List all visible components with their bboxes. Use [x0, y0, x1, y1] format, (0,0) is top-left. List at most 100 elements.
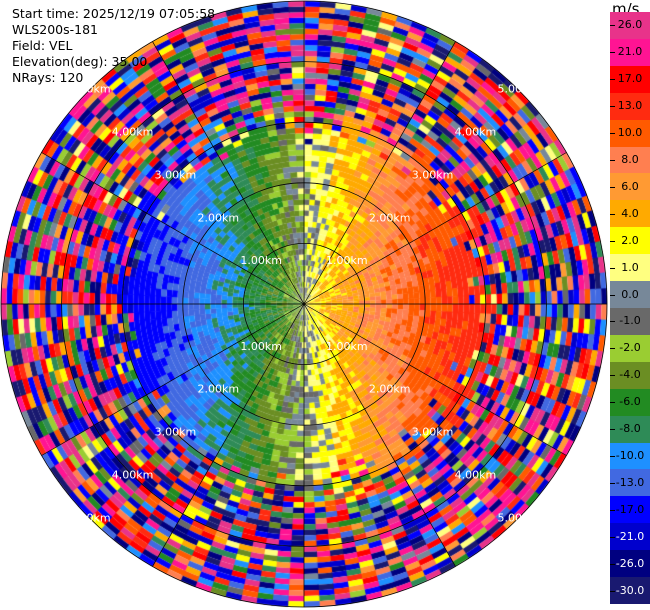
colorbar-swatch: [610, 65, 650, 94]
azimuth-line: [152, 41, 305, 305]
colorbar-tick: [610, 429, 615, 431]
colorbar-swatch: [610, 577, 650, 605]
colorbar-label: -30.0: [615, 583, 645, 597]
colorbar-swatch: [610, 550, 650, 578]
colorbar-tick: [610, 509, 615, 511]
colorbar-swatch: [610, 361, 650, 390]
range-label: 5.00km: [497, 83, 539, 96]
colorbar-label: 21.0: [617, 45, 643, 59]
colorbar-label: 13.0: [617, 99, 643, 113]
azimuth-line: [41, 152, 305, 305]
range-label: 2.00km: [198, 383, 240, 396]
colorbar-swatch: [610, 173, 650, 201]
range-label: 2.00km: [198, 211, 240, 224]
colorbar-label: -13.0: [615, 475, 645, 489]
colorbar-swatch: [610, 281, 650, 309]
colorbar-label: -4.0: [619, 368, 641, 382]
nrays-text: NRays: 120: [12, 70, 84, 85]
colorbar-swatch: [610, 146, 650, 174]
colorbar-tick: [610, 79, 615, 81]
field-text: Field: VEL: [12, 38, 73, 53]
colorbar-swatch: [610, 415, 650, 444]
colorbar-label: 4.0: [621, 206, 639, 220]
start-time-text: Start time: 2025/12/19 07:05:58: [12, 6, 216, 21]
colorbar-label: -6.0: [619, 395, 641, 409]
colorbar-label: 10.0: [617, 126, 643, 140]
colorbar-tick: [610, 402, 615, 404]
colorbar-label: 1.0: [621, 260, 639, 274]
range-label: 5.00km: [69, 83, 111, 96]
colorbar-swatch: [610, 334, 650, 363]
colorbar-swatch: [610, 469, 650, 497]
colorbar-swatch: [610, 308, 650, 336]
colorbar-tick: [610, 563, 615, 565]
colorbar-label: -10.0: [615, 449, 645, 462]
colorbar-swatch: [610, 442, 650, 470]
elevation-text: Elevation(deg): 35.00: [12, 54, 148, 69]
range-label: 1.00km: [240, 340, 282, 353]
colorbar-tick: [610, 240, 615, 242]
colorbar-swatch: [610, 254, 650, 282]
colorbar-label: -8.0: [619, 422, 641, 436]
range-label: 1.00km: [326, 340, 368, 353]
colorbar-tick: [610, 590, 615, 592]
colorbar-label: 0.0: [621, 287, 639, 301]
colorbar-label: -2.0: [619, 341, 641, 355]
range-label: 1.00km: [326, 254, 368, 267]
colorbar-tick: [610, 375, 615, 377]
colorbar-tick: [610, 456, 615, 457]
colorbar-label: 2.0: [621, 233, 639, 247]
azimuth-line: [303, 152, 567, 305]
range-label: 4.00km: [112, 468, 154, 481]
range-label: 3.00km: [155, 168, 197, 181]
colorbar-tick: [610, 482, 615, 484]
colorbar-tick: [610, 25, 615, 27]
colorbar-tick: [610, 133, 615, 135]
colorbar-tick: [610, 213, 615, 215]
colorbar-swatch: [610, 523, 650, 551]
colorbar-tick: [610, 186, 615, 188]
range-label: 4.00km: [112, 126, 154, 139]
colorbar-label: -1.0: [619, 314, 641, 328]
colorbar-swatch: [610, 12, 650, 40]
colorbar-tick: [610, 106, 615, 108]
colorbar-label: -21.0: [615, 529, 645, 543]
range-label: 3.00km: [412, 426, 454, 439]
range-label: 3.00km: [155, 426, 197, 439]
range-label: 2.00km: [369, 383, 411, 396]
colorbar-tick: [610, 52, 615, 54]
colorbar-swatch: [610, 38, 650, 67]
colorbar-tick: [610, 267, 615, 269]
azimuth-line: [303, 303, 456, 567]
range-label: 3.00km: [412, 168, 454, 181]
colorbar-swatch: [610, 200, 650, 228]
colorbar-swatch: [610, 119, 650, 148]
colorbar-label: -17.0: [615, 502, 645, 516]
colorbar-tick: [610, 160, 615, 161]
azimuth-line: [152, 303, 305, 567]
colorbar: 26.0 21.0 17.0 13.0 10.0 8.0 6.0 4.0 2.0 1.0 0.0 -1…: [610, 12, 650, 605]
colorbar-swatch: [610, 496, 650, 524]
colorbar-swatch: [610, 227, 650, 255]
colorbar-tick: [610, 348, 615, 350]
colorbar-label: 8.0: [621, 153, 639, 166]
range-label: 4.00km: [455, 468, 497, 481]
colorbar-tick: [610, 294, 615, 296]
azimuth-line: [41, 303, 305, 456]
azimuth-line: [303, 303, 567, 456]
range-label: 2.00km: [369, 211, 411, 224]
colorbar-label: 17.0: [617, 72, 643, 86]
site-text: WLS200s-181: [12, 22, 98, 37]
colorbar-label: 6.0: [621, 179, 639, 193]
range-label: 1.00km: [240, 254, 282, 267]
range-label: 4.00km: [455, 126, 497, 139]
colorbar-label: -26.0: [615, 556, 645, 570]
range-label: 5.00km: [69, 511, 111, 524]
azimuth-line: [303, 41, 456, 305]
colorbar-tick: [610, 321, 615, 323]
colorbar-tick: [610, 536, 615, 538]
colorbar-swatch: [610, 92, 650, 121]
colorbar-swatch: [610, 388, 650, 417]
